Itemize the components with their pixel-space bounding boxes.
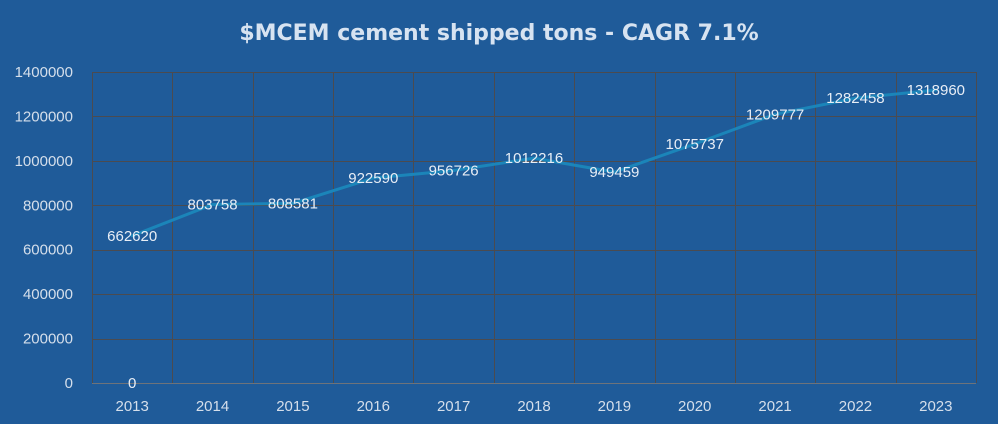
chart-title: $MCEM cement shipped tons - CAGR 7.1% [239,21,758,46]
data-label-2014: 803758 [188,196,238,213]
zero-data-label: 0 [128,375,136,392]
y-axis-ticks: 0 200000 400000 600000 800000 1000000 1200000 1… [15,64,73,392]
data-label-2021: 1209777 [746,106,804,123]
x-tick-label-2016: 2016 [357,398,390,415]
data-labels: 662620 803758 808581 922590 956726 1012216 949… [107,82,965,245]
data-label-2019: 949459 [589,164,639,181]
y-tick-label-200000: 200000 [23,331,73,348]
y-tick-label-1200000: 1200000 [15,108,73,125]
y-tick-label-1000000: 1000000 [15,153,73,170]
data-label-2018: 1012216 [505,150,563,167]
series-line-layer [130,88,938,238]
data-label-2023: 1318960 [907,82,965,99]
y-tick-label-400000: 400000 [23,286,73,303]
x-tick-label-2013: 2013 [115,398,148,415]
x-tick-label-2020: 2020 [678,398,711,415]
x-tick-label-2014: 2014 [196,398,229,415]
x-tick-label-2019: 2019 [598,398,631,415]
data-label-2015: 808581 [268,195,318,212]
x-tick-label-2021: 2021 [758,398,791,415]
data-label-2017: 956726 [429,162,479,179]
data-label-2020: 1075737 [666,136,724,153]
y-tick-label-600000: 600000 [23,242,73,259]
x-axis-ticks: 2013 2014 2015 2016 2017 2018 2019 2020 2021 2022… [115,398,952,415]
data-label-2022: 1282458 [826,90,884,107]
x-tick-label-2017: 2017 [437,398,470,415]
grid-layer [92,72,977,384]
y-tick-label-0: 0 [65,375,73,392]
data-label-2016: 922590 [348,170,398,187]
data-label-2013: 662620 [107,228,157,245]
y-tick-label-800000: 800000 [23,197,73,214]
x-tick-label-2015: 2015 [276,398,309,415]
x-tick-label-2022: 2022 [839,398,872,415]
y-tick-label-1400000: 1400000 [15,64,73,81]
x-tick-label-2018: 2018 [517,398,550,415]
x-tick-label-2023: 2023 [919,398,952,415]
